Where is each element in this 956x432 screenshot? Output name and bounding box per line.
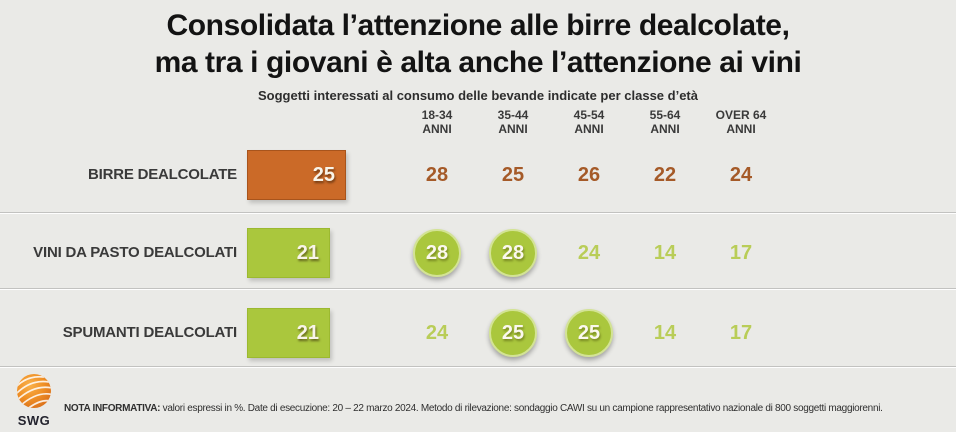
page-title: Consolidata l’attenzione alle birre deal…	[0, 7, 956, 81]
value-cell: 24	[577, 242, 601, 264]
value-cell: 24	[425, 322, 449, 344]
total-bar-birre-dealcolate: 25	[247, 150, 346, 200]
title-line-1: Consolidata l’attenzione alle birre deal…	[166, 9, 790, 42]
column-header-anni: ANNI	[726, 122, 756, 136]
value-cell: 26	[577, 164, 601, 186]
total-value: 21	[296, 322, 319, 344]
column-header-age-range: 45-54	[573, 108, 605, 122]
highlight-circle: 28	[489, 229, 537, 277]
value-cell: 28	[425, 164, 449, 186]
value-cell: 14	[653, 242, 677, 264]
value-cell: 22	[653, 164, 677, 186]
column-header-anni: ANNI	[574, 122, 604, 136]
swg-logo: SWG	[10, 371, 58, 428]
column-header-anni: ANNI	[498, 122, 528, 136]
value-cell: 14	[653, 322, 677, 344]
highlight-circle: 25	[565, 309, 613, 357]
column-header-55-64: 55-64 ANNI	[627, 108, 703, 136]
value-cell: 24	[729, 164, 753, 186]
column-header-age-range: 18-34	[421, 108, 453, 122]
row-label-vini-da-pasto-dealcolati: VINI DA PASTO DEALCOLATI	[33, 244, 237, 261]
column-header-age-range: 35-44	[497, 108, 529, 122]
total-bar-vini-da-pasto: 21	[247, 228, 330, 278]
value-cell: 17	[729, 322, 753, 344]
informative-note: NOTA INFORMATIVA: valori espressi in %. …	[64, 403, 883, 414]
swg-logo-text: SWG	[17, 413, 51, 428]
total-bar-spumanti: 21	[247, 308, 330, 358]
column-header-over-64: OVER 64 ANNI	[703, 108, 779, 136]
swg-globe-icon	[17, 374, 51, 408]
total-value: 25	[312, 164, 335, 186]
value-cell: 17	[729, 242, 753, 264]
row-separator	[0, 288, 956, 289]
note-label: NOTA INFORMATIVA:	[64, 403, 161, 414]
column-header-anni: ANNI	[422, 122, 452, 136]
column-header-45-54: 45-54 ANNI	[551, 108, 627, 136]
column-header-anni: ANNI	[650, 122, 680, 136]
row-label-birre-dealcolate: BIRRE DEALCOLATE	[87, 166, 237, 183]
highlight-circle: 25	[489, 309, 537, 357]
column-header-age-range: OVER 64	[715, 108, 767, 122]
row-label-spumanti-dealcolati: SPUMANTI DEALCOLATI	[62, 324, 237, 341]
subtitle: Soggetti interessati al consumo delle be…	[258, 88, 698, 103]
footer-separator	[0, 366, 956, 367]
total-value: 21	[296, 242, 319, 264]
column-header-35-44: 35-44 ANNI	[475, 108, 551, 136]
title-line-2: ma tra i giovani è alta anche l’attenzio…	[154, 46, 802, 79]
column-header-age-range: 55-64	[649, 108, 681, 122]
value-cell-highlighted: 28	[475, 229, 551, 277]
row-separator	[0, 212, 956, 213]
value-cell-highlighted: 25	[475, 309, 551, 357]
value-cell-highlighted: 28	[399, 229, 475, 277]
column-header-18-34: 18-34 ANNI	[399, 108, 475, 136]
highlight-circle: 28	[413, 229, 461, 277]
value-cell: 25	[501, 164, 525, 186]
value-cell-highlighted: 25	[551, 309, 627, 357]
note-body: valori espressi in %. Date di esecuzione…	[160, 403, 883, 414]
